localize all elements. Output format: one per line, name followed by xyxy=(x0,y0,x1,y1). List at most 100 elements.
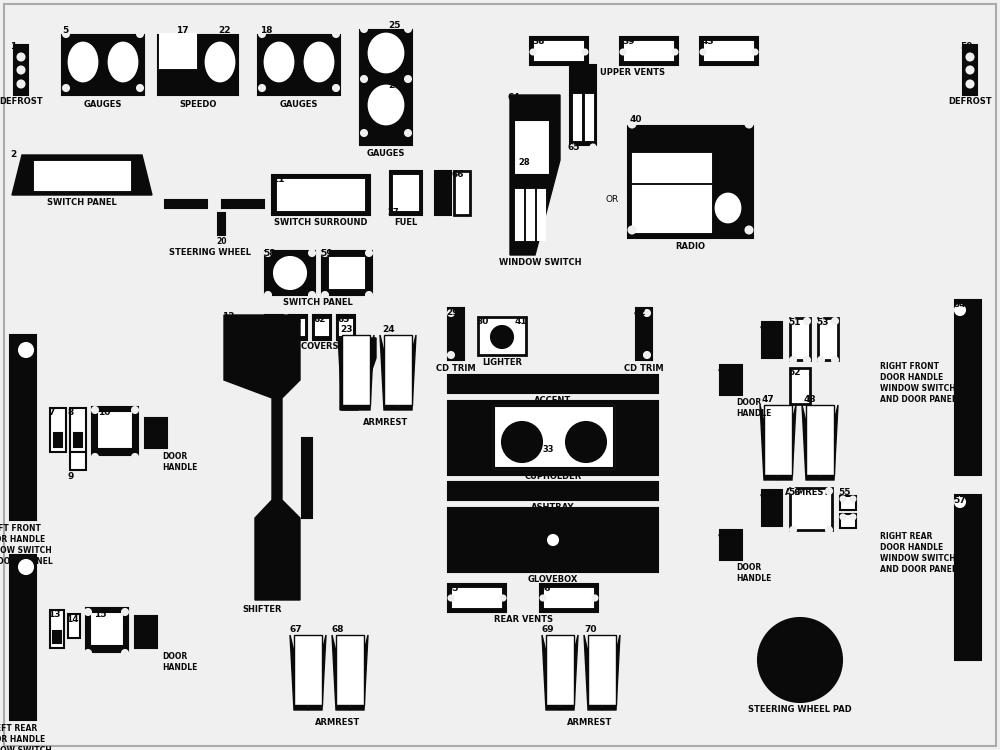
Text: 46: 46 xyxy=(760,322,773,331)
Circle shape xyxy=(592,596,598,601)
Polygon shape xyxy=(760,405,778,480)
Bar xyxy=(955,300,981,475)
Bar xyxy=(478,317,526,355)
Text: 23: 23 xyxy=(340,325,352,334)
Circle shape xyxy=(361,26,367,32)
Bar xyxy=(145,418,167,448)
Bar xyxy=(840,496,856,510)
Bar xyxy=(218,213,225,235)
Text: SWITCH SURROUND: SWITCH SURROUND xyxy=(274,218,368,227)
Text: ARMREST: ARMREST xyxy=(785,488,831,497)
Bar xyxy=(97,411,133,449)
Circle shape xyxy=(366,292,372,298)
Circle shape xyxy=(137,85,143,91)
Polygon shape xyxy=(340,338,358,410)
Polygon shape xyxy=(806,405,834,475)
Bar xyxy=(955,495,981,660)
Text: 51: 51 xyxy=(788,318,800,327)
Text: RIGHT FRONT
DOOR HANDLE
WINDOW SWITCH
AND DOOR PANEL: RIGHT FRONT DOOR HANDLE WINDOW SWITCH AN… xyxy=(880,362,957,404)
Bar xyxy=(570,65,596,145)
Text: ARMREST: ARMREST xyxy=(315,718,361,727)
Bar xyxy=(435,171,451,215)
Circle shape xyxy=(818,318,824,324)
Circle shape xyxy=(790,357,796,363)
Circle shape xyxy=(790,488,796,494)
Circle shape xyxy=(540,596,546,601)
Text: 33: 33 xyxy=(542,445,554,454)
Circle shape xyxy=(790,527,796,533)
Polygon shape xyxy=(336,635,364,705)
Text: FUEL: FUEL xyxy=(394,218,418,227)
Circle shape xyxy=(405,76,411,82)
Bar xyxy=(586,95,593,140)
Bar xyxy=(10,555,36,720)
Bar xyxy=(516,190,523,240)
Text: 18: 18 xyxy=(260,26,272,35)
Polygon shape xyxy=(542,635,560,710)
Text: 52: 52 xyxy=(788,368,800,377)
Text: 35: 35 xyxy=(446,584,458,593)
Circle shape xyxy=(966,67,974,74)
Text: 31: 31 xyxy=(446,376,458,385)
Bar xyxy=(50,408,66,452)
Text: 47: 47 xyxy=(762,395,775,404)
Bar xyxy=(705,42,753,60)
Bar xyxy=(165,200,207,208)
Bar xyxy=(272,175,370,215)
Text: 17: 17 xyxy=(176,26,189,35)
Bar xyxy=(313,315,331,340)
Circle shape xyxy=(850,514,856,520)
Text: 61: 61 xyxy=(289,315,302,324)
Circle shape xyxy=(746,121,753,128)
Circle shape xyxy=(448,310,454,316)
Text: 9: 9 xyxy=(68,472,74,481)
Text: 32: 32 xyxy=(446,402,458,411)
Bar xyxy=(574,95,581,140)
Circle shape xyxy=(590,145,596,149)
Circle shape xyxy=(955,305,965,315)
Text: RIGHT REAR
DOOR HANDLE
WINDOW SWITCH
AND DOOR PANEL: RIGHT REAR DOOR HANDLE WINDOW SWITCH AND… xyxy=(880,532,957,574)
Bar xyxy=(53,631,61,643)
Circle shape xyxy=(361,76,367,82)
Bar xyxy=(636,308,652,360)
Text: 56: 56 xyxy=(788,488,800,497)
Circle shape xyxy=(333,85,339,91)
Bar xyxy=(330,258,364,288)
Bar xyxy=(448,401,658,475)
Circle shape xyxy=(758,618,842,702)
Circle shape xyxy=(955,497,965,507)
Text: ARMREST: ARMREST xyxy=(567,718,613,727)
Circle shape xyxy=(448,352,454,358)
Bar xyxy=(86,608,128,652)
Polygon shape xyxy=(12,155,152,195)
Circle shape xyxy=(644,352,650,358)
Text: STEERING WHEEL: STEERING WHEEL xyxy=(169,248,251,257)
Circle shape xyxy=(92,407,98,413)
Circle shape xyxy=(85,609,91,615)
Circle shape xyxy=(259,85,265,91)
Ellipse shape xyxy=(305,43,333,81)
Circle shape xyxy=(63,31,69,37)
Circle shape xyxy=(491,326,513,348)
Text: 45: 45 xyxy=(718,530,731,539)
Polygon shape xyxy=(340,338,376,358)
Bar xyxy=(790,318,810,360)
Text: STEERING WHEEL PAD: STEERING WHEEL PAD xyxy=(748,705,852,714)
Text: 41: 41 xyxy=(515,317,528,326)
Bar xyxy=(790,488,832,530)
Bar xyxy=(840,514,856,528)
Bar xyxy=(530,37,588,65)
Bar xyxy=(448,584,506,612)
Text: 1: 1 xyxy=(10,42,16,51)
Ellipse shape xyxy=(69,43,97,81)
Bar xyxy=(790,368,810,404)
Polygon shape xyxy=(338,335,356,410)
Text: CD TRIM: CD TRIM xyxy=(436,364,476,373)
Ellipse shape xyxy=(206,43,234,81)
Bar xyxy=(514,120,550,175)
Text: LIGHTER: LIGHTER xyxy=(482,358,522,367)
Text: ACCENT: ACCENT xyxy=(534,396,572,405)
Polygon shape xyxy=(380,335,398,410)
Circle shape xyxy=(18,67,24,74)
Polygon shape xyxy=(290,635,308,710)
